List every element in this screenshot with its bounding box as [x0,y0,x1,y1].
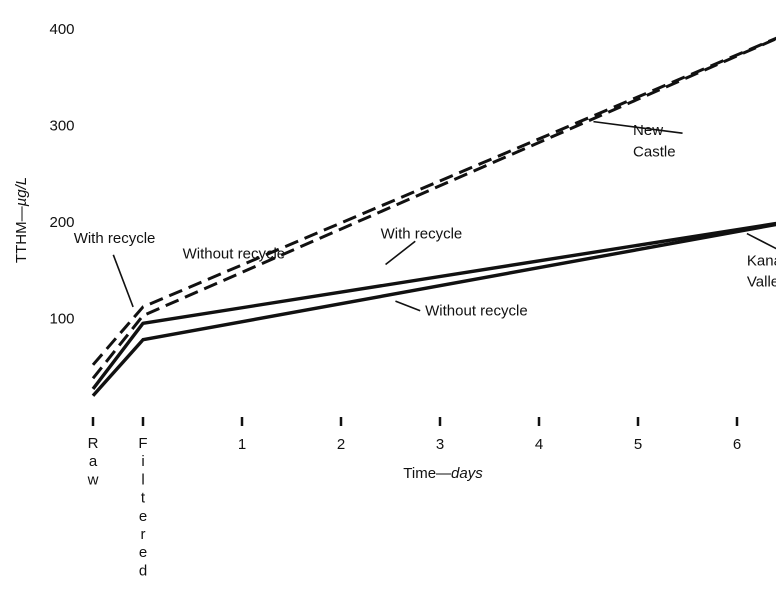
y-tick-label: 100 [49,311,74,328]
x-tick-label: 2 [337,436,345,453]
annotations: New Castle With recycle Without recycle With… [74,122,776,319]
annotation-label: Castle [633,143,676,160]
y-axis-title: TTHM—µg/L [13,177,30,263]
x-tick-label-letter: w [87,471,99,488]
dashed-series-line [91,37,776,380]
x-tick-label: 5 [634,436,642,453]
leader-line [746,232,776,250]
x-tick-label-letter: t [141,490,146,507]
solid-series-line [91,221,776,390]
y-tick-label: 200 [49,214,74,231]
annotation-label: With recycle [381,225,463,242]
x-tick-label: 4 [535,436,543,453]
leader-lines [112,120,776,312]
annotation-label: With recycle [74,230,156,247]
y-tick-label: 300 [49,118,74,135]
x-tick-label-letter: l [141,471,144,488]
x-tick-label: 1 [238,436,246,453]
x-tick-label: 3 [436,436,444,453]
annotation-label: Valley [747,274,776,291]
dashed-series-line [91,36,776,366]
svg-text:TTHM—µg/L: TTHM—µg/L [13,177,30,263]
x-tick-label-letter: i [141,453,144,470]
x-axis-title-unit: days [451,465,483,482]
x-tick-label-letter: e [139,508,147,525]
x-tick-label-letter: e [139,544,147,561]
annotation-label: New [633,122,663,139]
series-lines [91,36,776,397]
y-tick-label: 400 [49,21,74,38]
y-tick-labels: 100 200 300 400 [49,21,74,328]
leader-line [385,240,416,266]
x-tick-label-letter: r [141,526,146,543]
x-tick-label-letter: F [138,435,147,452]
x-tick-label-letter: R [88,435,99,452]
x-axis-title: Time—days [403,465,483,482]
leader-line [395,300,421,312]
x-tick-label-letter: d [139,562,147,579]
leader-line [593,120,683,135]
solid-series-line [91,222,776,397]
leader-line [112,254,134,308]
y-axis-title-unit: µg/L [13,177,30,207]
annotation-label: Without recycle [183,246,286,263]
x-axis-title-main: Time— [403,465,451,482]
x-tick-label-letter: a [89,453,98,470]
y-axis-title-main: TTHM— [13,206,30,263]
x-tick-label: 6 [733,436,741,453]
annotation-label: Without recycle [425,303,528,320]
annotation-label: Kanawha [747,252,776,269]
